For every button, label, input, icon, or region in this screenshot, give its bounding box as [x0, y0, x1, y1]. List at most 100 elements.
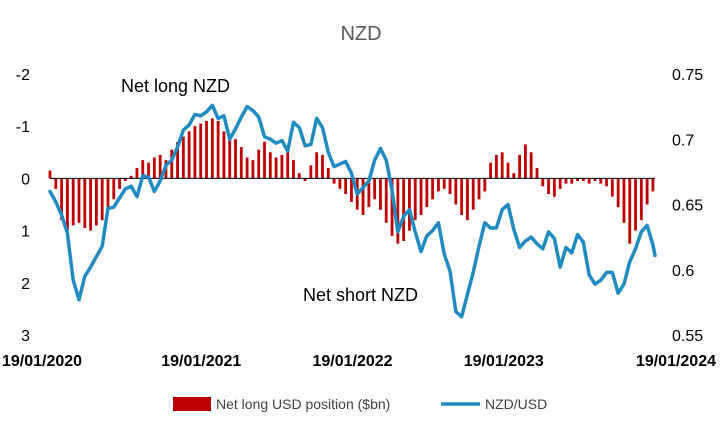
- left-tick-label: -2: [16, 67, 30, 84]
- bar-30: [222, 131, 226, 179]
- bar-24: [187, 131, 191, 179]
- bar-5: [77, 178, 81, 223]
- bar-66: [431, 178, 435, 200]
- bar-46: [315, 152, 319, 179]
- bar-82: [523, 144, 527, 179]
- bar-0: [48, 170, 52, 179]
- bar-77: [495, 154, 498, 179]
- bar-16: [141, 160, 145, 179]
- bar-57: [379, 178, 382, 210]
- bar-58: [384, 178, 388, 223]
- x-tick-label: 19/01/2024: [636, 353, 716, 370]
- bar-84: [535, 167, 539, 179]
- bar-41: [286, 152, 290, 179]
- bar-65: [425, 178, 429, 208]
- bar-78: [500, 152, 504, 179]
- bar-103: [645, 178, 649, 205]
- bar-93: [587, 178, 591, 184]
- right-tick-label: 0.65: [672, 198, 703, 215]
- bar-67: [437, 178, 440, 192]
- bar-21: [170, 149, 174, 179]
- left-tick-label: 0: [21, 171, 30, 188]
- bar-37: [263, 141, 266, 179]
- bar-100: [628, 178, 632, 244]
- bar-99: [622, 178, 626, 223]
- bars-layer: [48, 118, 655, 244]
- bar-95: [599, 178, 603, 184]
- bar-29: [216, 120, 220, 179]
- bar-47: [321, 154, 324, 179]
- nzdusd-line: [48, 103, 657, 319]
- bar-72: [466, 178, 469, 221]
- bar-8: [94, 178, 98, 226]
- bar-91: [576, 178, 579, 182]
- bar-89: [564, 178, 568, 184]
- bar-102: [639, 178, 643, 221]
- bar-94: [593, 178, 597, 182]
- bar-45: [309, 165, 313, 179]
- right-axis-ticks: 0.75 0.7 0.65 0.6 0.55: [672, 67, 703, 345]
- bar-68: [442, 178, 446, 189]
- bar-60: [396, 178, 400, 244]
- bar-56: [373, 178, 377, 200]
- legend-bar-swatch: [173, 397, 211, 411]
- chart-title: NZD: [340, 23, 381, 45]
- bar-43: [297, 173, 301, 179]
- bar-22: [176, 141, 179, 179]
- bar-1: [54, 178, 58, 189]
- bar-69: [448, 178, 452, 195]
- bar-86: [547, 178, 550, 195]
- bar-34: [245, 157, 249, 179]
- bar-87: [552, 178, 556, 197]
- bar-40: [280, 154, 284, 179]
- bar-64: [419, 178, 423, 215]
- x-tick-label: 19/01/2023: [464, 353, 544, 370]
- bar-90: [570, 178, 574, 184]
- bar-62: [408, 178, 411, 231]
- bar-55: [367, 178, 371, 208]
- bar-6: [83, 178, 87, 228]
- right-tick-label: 0.55: [672, 328, 703, 345]
- bar-12: [118, 178, 121, 189]
- bar-17: [147, 162, 150, 179]
- bar-61: [402, 178, 406, 242]
- bar-13: [123, 178, 127, 182]
- bar-83: [529, 152, 533, 179]
- bar-23: [181, 136, 185, 179]
- bar-26: [199, 123, 203, 179]
- bar-27: [205, 120, 208, 179]
- bar-92: [581, 178, 585, 182]
- right-tick-label: 0.75: [672, 67, 703, 84]
- left-axis-ticks: -2 -1 0 1 2 3: [16, 67, 30, 345]
- bar-101: [634, 178, 637, 231]
- bar-63: [413, 178, 417, 221]
- legend: Net long USD position ($bn) NZD/USD: [173, 396, 547, 412]
- bar-42: [292, 160, 295, 179]
- bar-54: [361, 178, 365, 215]
- bar-39: [274, 157, 278, 179]
- bar-4: [71, 178, 75, 226]
- legend-bar-label: Net long USD position ($bn): [216, 396, 390, 412]
- bar-9: [100, 178, 104, 221]
- bar-49: [332, 178, 336, 184]
- bar-50: [338, 178, 342, 189]
- bar-80: [512, 173, 516, 179]
- left-tick-label: 1: [21, 224, 30, 241]
- legend-line-label: NZD/USD: [485, 396, 547, 412]
- bar-18: [152, 157, 156, 179]
- bar-33: [239, 147, 243, 179]
- bar-31: [228, 136, 232, 179]
- bar-75: [483, 178, 487, 192]
- left-tick-label: 3: [21, 328, 30, 345]
- left-tick-label: 2: [21, 276, 30, 293]
- x-tick-label: 19/01/2020: [2, 353, 82, 370]
- bar-32: [234, 139, 237, 179]
- bar-85: [541, 178, 545, 187]
- bar-7: [89, 178, 92, 231]
- line-layer: [48, 103, 657, 319]
- right-tick-label: 0.7: [672, 132, 694, 149]
- bar-81: [518, 154, 521, 179]
